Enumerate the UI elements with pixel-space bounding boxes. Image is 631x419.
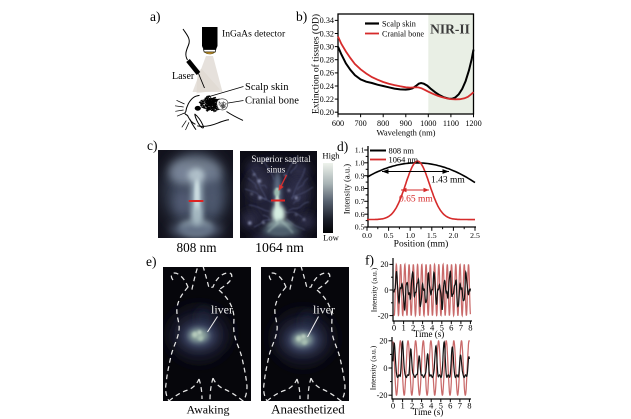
svg-text:0.65 mm: 0.65 mm <box>399 195 433 205</box>
svg-text:InGaAs detector: InGaAs detector <box>222 29 286 40</box>
svg-text:1: 1 <box>400 400 404 410</box>
svg-text:e): e) <box>146 254 157 269</box>
svg-text:0.8: 0.8 <box>355 184 365 193</box>
svg-text:1000: 1000 <box>420 119 436 128</box>
svg-text:0.5: 0.5 <box>384 231 394 240</box>
svg-text:808 nm: 808 nm <box>389 146 415 155</box>
svg-text:0.34: 0.34 <box>320 16 334 25</box>
svg-text:0.26: 0.26 <box>320 69 334 78</box>
svg-text:900: 900 <box>400 119 412 128</box>
svg-text:Time (s): Time (s) <box>414 329 444 339</box>
svg-text:0.7: 0.7 <box>355 197 365 206</box>
svg-text:Intensity (a.u.): Intensity (a.u.) <box>369 345 378 390</box>
svg-text:3: 3 <box>419 400 423 410</box>
svg-text:2.5: 2.5 <box>470 231 480 240</box>
svg-text:-20: -20 <box>377 391 388 400</box>
svg-text:f): f) <box>365 253 374 268</box>
svg-text:8: 8 <box>468 322 472 332</box>
svg-text:0.22: 0.22 <box>320 95 334 104</box>
svg-text:Awaking: Awaking <box>187 403 230 417</box>
svg-text:Position (mm): Position (mm) <box>394 239 449 250</box>
svg-text:1.1: 1.1 <box>355 146 365 155</box>
svg-text:2: 2 <box>410 400 414 410</box>
svg-text:Superior sagittal: Superior sagittal <box>251 154 311 164</box>
svg-text:b): b) <box>296 9 307 24</box>
svg-text:Extinction of tissues (OD): Extinction of tissues (OD) <box>311 14 322 114</box>
svg-text:0: 0 <box>392 322 396 332</box>
svg-text:NIR-II: NIR-II <box>430 22 470 37</box>
svg-text:liver: liver <box>211 303 233 317</box>
svg-text:808 nm: 808 nm <box>177 240 218 255</box>
svg-text:c): c) <box>147 138 158 153</box>
svg-text:0: 0 <box>384 286 388 295</box>
svg-text:0: 0 <box>391 400 395 410</box>
svg-text:700: 700 <box>354 119 366 128</box>
svg-text:8: 8 <box>467 400 471 410</box>
svg-text:1064 nm: 1064 nm <box>255 240 304 255</box>
svg-text:5: 5 <box>439 400 443 410</box>
svg-text:7: 7 <box>458 400 463 410</box>
svg-text:Time (s): Time (s) <box>413 407 443 417</box>
svg-text:2: 2 <box>411 322 415 332</box>
svg-text:sinus: sinus <box>267 165 286 175</box>
svg-text:600: 600 <box>332 119 344 128</box>
svg-text:0.28: 0.28 <box>320 56 334 65</box>
svg-text:Laser: Laser <box>172 71 195 82</box>
svg-text:d): d) <box>337 139 348 154</box>
svg-text:Cranial bone: Cranial bone <box>245 96 299 107</box>
svg-text:0.5: 0.5 <box>355 223 365 232</box>
svg-text:0.0: 0.0 <box>362 231 372 240</box>
svg-text:0.6: 0.6 <box>355 210 365 219</box>
svg-text:Anaesthetized: Anaesthetized <box>271 402 345 417</box>
svg-text:1.5: 1.5 <box>427 231 437 240</box>
svg-text:Scalp skin: Scalp skin <box>245 82 289 93</box>
svg-text:1.43 mm: 1.43 mm <box>431 176 465 186</box>
svg-text:3: 3 <box>420 322 424 332</box>
svg-text:liver: liver <box>313 303 335 317</box>
svg-text:Cranial bone: Cranial bone <box>382 29 424 38</box>
svg-text:1: 1 <box>401 322 405 332</box>
svg-text:Wavelength (nm): Wavelength (nm) <box>376 128 435 138</box>
svg-text:0.30: 0.30 <box>320 42 334 51</box>
svg-text:1.0: 1.0 <box>405 231 415 240</box>
svg-text:0.9: 0.9 <box>355 171 365 180</box>
svg-text:1064 nm: 1064 nm <box>389 155 419 164</box>
svg-text:5: 5 <box>440 322 444 332</box>
svg-text:Scalp skin: Scalp skin <box>382 19 416 28</box>
svg-text:1200: 1200 <box>465 119 481 128</box>
svg-text:4: 4 <box>430 322 435 332</box>
svg-text:7: 7 <box>459 322 464 332</box>
svg-text:1100: 1100 <box>443 119 459 128</box>
svg-text:0.20: 0.20 <box>320 108 334 117</box>
svg-text:6: 6 <box>449 322 454 332</box>
svg-text:2.0: 2.0 <box>449 231 459 240</box>
svg-text:Low: Low <box>323 233 340 243</box>
svg-text:Intensity (a.u.): Intensity (a.u.) <box>342 164 352 214</box>
svg-text:800: 800 <box>377 119 389 128</box>
svg-text:0.24: 0.24 <box>320 82 334 91</box>
svg-text:-20: -20 <box>378 311 389 320</box>
svg-text:a): a) <box>150 9 161 24</box>
svg-text:4: 4 <box>429 400 434 410</box>
svg-text:Intensity (a.u.): Intensity (a.u.) <box>370 267 379 312</box>
svg-text:0: 0 <box>383 364 387 373</box>
svg-text:20: 20 <box>380 260 388 269</box>
svg-text:1.0: 1.0 <box>355 159 365 168</box>
svg-text:0.32: 0.32 <box>320 29 334 38</box>
svg-text:High: High <box>322 151 340 161</box>
svg-text:20: 20 <box>379 337 387 346</box>
svg-text:6: 6 <box>448 400 453 410</box>
